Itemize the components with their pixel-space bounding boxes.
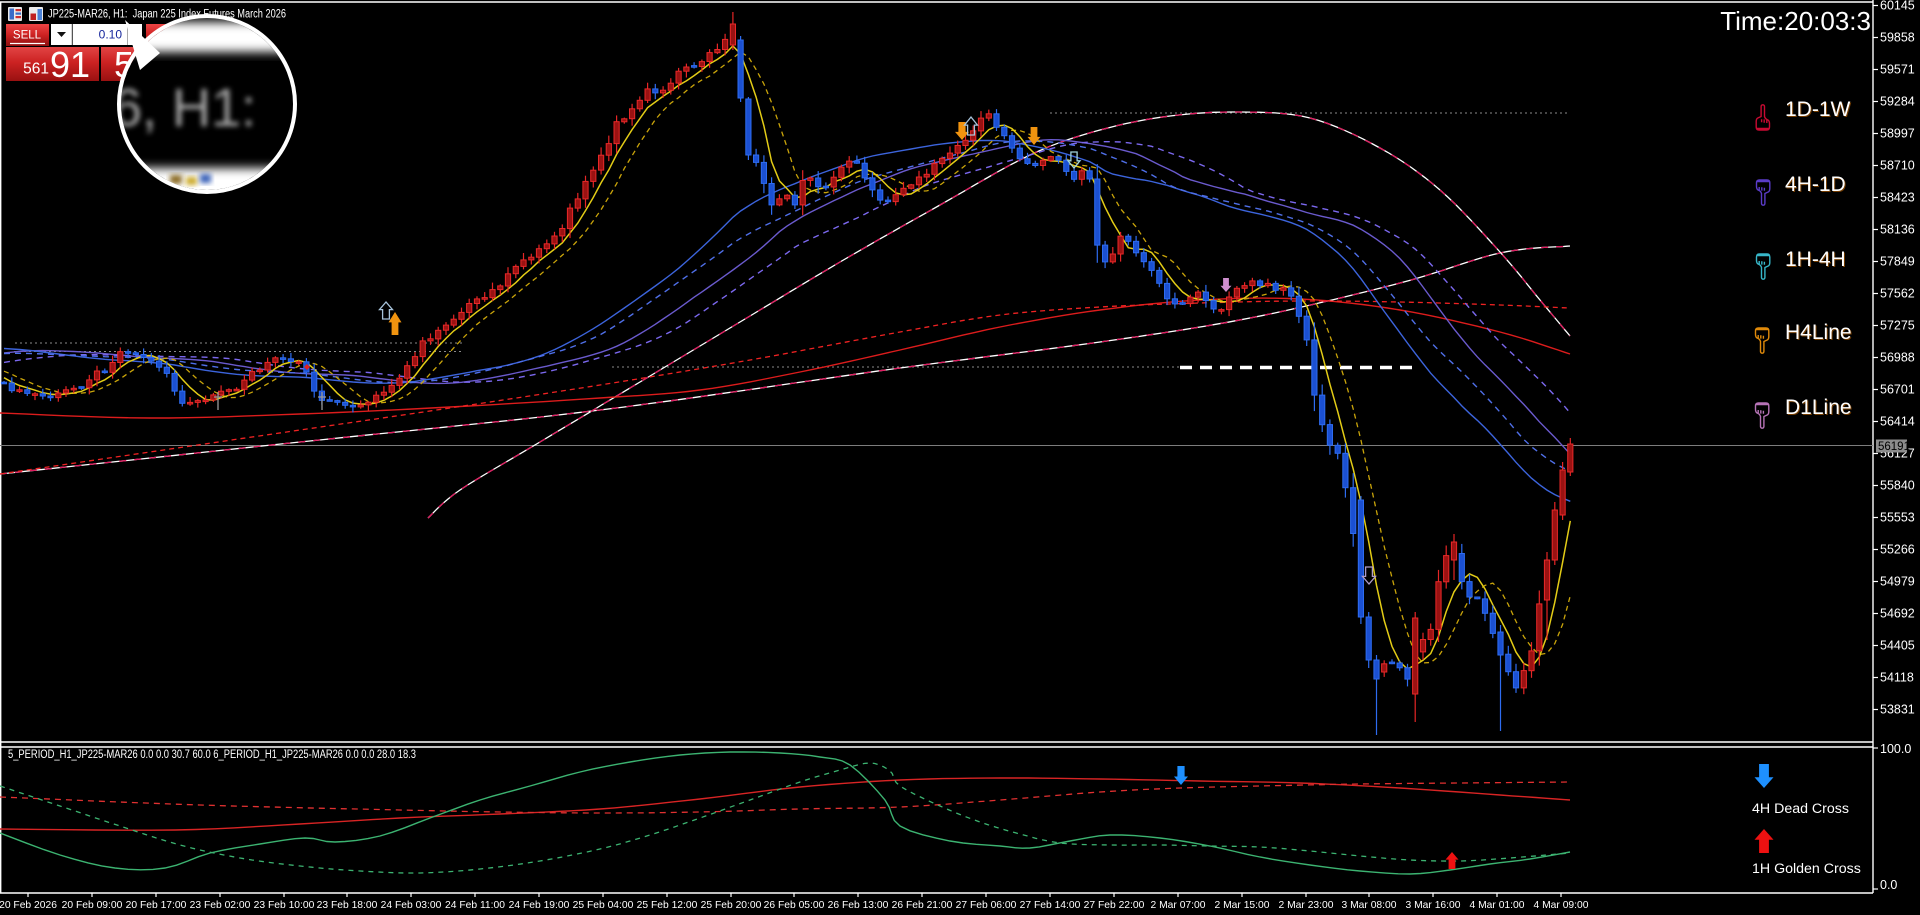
svg-text:20 Feb 2026: 20 Feb 2026 <box>0 900 57 911</box>
svg-text:59571: 59571 <box>1880 63 1915 77</box>
svg-text:4 Mar 09:00: 4 Mar 09:00 <box>1534 900 1589 911</box>
svg-text:53831: 53831 <box>1880 703 1915 717</box>
svg-text:24 Feb 19:00: 24 Feb 19:00 <box>509 900 570 911</box>
svg-text:57275: 57275 <box>1880 319 1915 333</box>
svg-text:0.10: 0.10 <box>99 28 123 42</box>
svg-text:26 Feb 05:00: 26 Feb 05:00 <box>764 900 825 911</box>
svg-text:55266: 55266 <box>1880 543 1915 557</box>
svg-text:27 Feb 14:00: 27 Feb 14:00 <box>1020 900 1081 911</box>
svg-text:23 Feb 02:00: 23 Feb 02:00 <box>190 900 251 911</box>
svg-text:26 Feb 13:00: 26 Feb 13:00 <box>828 900 889 911</box>
svg-text:56414: 56414 <box>1880 415 1915 429</box>
svg-text:54979: 54979 <box>1880 575 1915 589</box>
svg-text:2 Mar 15:00: 2 Mar 15:00 <box>1215 900 1270 911</box>
svg-text:54118: 54118 <box>1880 671 1914 685</box>
svg-text:JP225-MAR26, H1: Japan 225 In: JP225-MAR26, H1: Japan 225 Index Futures… <box>48 9 286 21</box>
svg-text:54692: 54692 <box>1880 607 1915 621</box>
svg-text:25 Feb 12:00: 25 Feb 12:00 <box>637 900 698 911</box>
svg-text:58136: 58136 <box>1880 223 1915 237</box>
svg-text:24 Feb 03:00: 24 Feb 03:00 <box>381 900 442 911</box>
svg-text:4H-1D: 4H-1D <box>1785 173 1846 196</box>
svg-text:91: 91 <box>50 44 90 85</box>
svg-text:26 Feb 21:00: 26 Feb 21:00 <box>892 900 953 911</box>
svg-text:6, H1:: 6, H1: <box>112 78 256 138</box>
svg-text:58423: 58423 <box>1880 191 1915 205</box>
svg-text:3 Mar 08:00: 3 Mar 08:00 <box>1342 900 1397 911</box>
svg-text:3 Mar 16:00: 3 Mar 16:00 <box>1406 900 1461 911</box>
svg-text:H4Line: H4Line <box>1785 321 1852 344</box>
svg-text:25 Feb 20:00: 25 Feb 20:00 <box>701 900 762 911</box>
svg-text:60145: 60145 <box>1880 0 1915 13</box>
svg-text:57562: 57562 <box>1880 287 1915 301</box>
svg-text:58710: 58710 <box>1880 159 1915 173</box>
svg-text:54405: 54405 <box>1880 639 1915 653</box>
svg-text:55553: 55553 <box>1880 511 1915 525</box>
svg-text:1D-1W: 1D-1W <box>1785 98 1851 121</box>
svg-text:58997: 58997 <box>1880 127 1915 141</box>
svg-text:24 Feb 11:00: 24 Feb 11:00 <box>445 900 505 911</box>
svg-text:55840: 55840 <box>1880 479 1915 493</box>
svg-text:561: 561 <box>23 61 49 78</box>
svg-text:2 Mar 07:00: 2 Mar 07:00 <box>1151 900 1206 911</box>
svg-text:D1Line: D1Line <box>1785 396 1852 419</box>
svg-text:56701: 56701 <box>1880 383 1915 397</box>
svg-text:27 Feb 06:00: 27 Feb 06:00 <box>956 900 1017 911</box>
svg-text:100.0: 100.0 <box>1880 742 1911 756</box>
svg-text:4 Mar 01:00: 4 Mar 01:00 <box>1470 900 1525 911</box>
svg-text:5_PERIOD_H1_JP225-MAR26 0.0 0.: 5_PERIOD_H1_JP225-MAR26 0.0 0.0 30.7 60.… <box>8 749 416 761</box>
svg-text:1H-4H: 1H-4H <box>1785 248 1846 271</box>
svg-text:SELL: SELL <box>13 30 42 42</box>
svg-text:Time:20:03:3: Time:20:03:3 <box>1720 6 1871 36</box>
svg-text:20 Feb 17:00: 20 Feb 17:00 <box>126 900 187 911</box>
svg-text:27 Feb 22:00: 27 Feb 22:00 <box>1084 900 1145 911</box>
svg-text:25 Feb 04:00: 25 Feb 04:00 <box>573 900 634 911</box>
svg-text:59858: 59858 <box>1880 31 1915 45</box>
svg-text:1H Golden Cross: 1H Golden Cross <box>1752 861 1861 877</box>
svg-text:0.0: 0.0 <box>1880 878 1897 892</box>
svg-text:57849: 57849 <box>1880 255 1915 269</box>
svg-text:59284: 59284 <box>1880 95 1915 109</box>
svg-text:56988: 56988 <box>1880 351 1915 365</box>
svg-text:20 Feb 09:00: 20 Feb 09:00 <box>62 900 123 911</box>
svg-text:23 Feb 10:00: 23 Feb 10:00 <box>254 900 315 911</box>
svg-text:2 Mar 23:00: 2 Mar 23:00 <box>1279 900 1334 911</box>
svg-text:23 Feb 18:00: 23 Feb 18:00 <box>317 900 378 911</box>
svg-text:4H Dead Cross: 4H Dead Cross <box>1752 801 1849 817</box>
svg-text:56191: 56191 <box>1878 441 1910 453</box>
